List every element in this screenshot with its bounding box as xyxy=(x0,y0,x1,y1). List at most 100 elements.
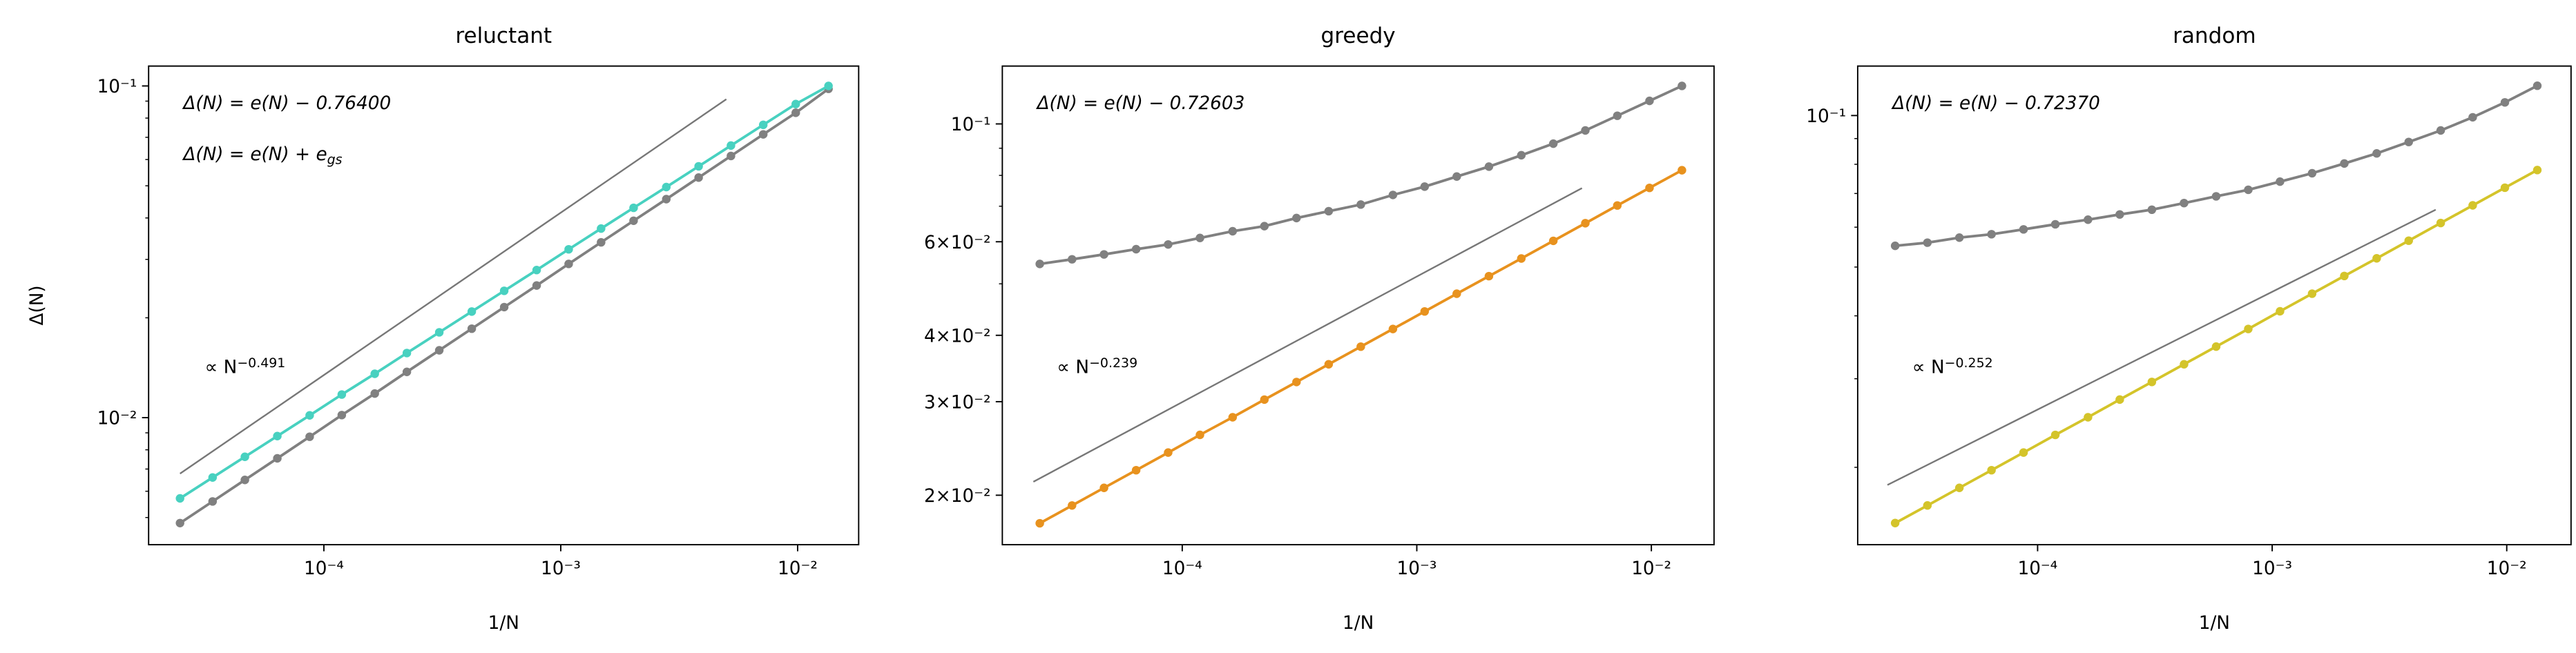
data-point xyxy=(1581,126,1590,135)
data-point xyxy=(1613,201,1622,210)
data-point xyxy=(1987,230,1996,239)
data-point xyxy=(1356,200,1365,209)
data-point xyxy=(2019,448,2028,457)
data-point xyxy=(1164,448,1173,457)
data-point xyxy=(758,120,768,130)
data-point xyxy=(791,108,800,117)
data-point xyxy=(564,244,573,254)
data-point xyxy=(1292,213,1301,223)
data-point xyxy=(2436,126,2445,135)
y-tick-label: 10⁻¹ xyxy=(1806,106,1846,127)
data-point xyxy=(208,473,218,482)
data-point xyxy=(694,173,703,182)
x-tick-label: 10⁻⁴ xyxy=(2017,558,2057,579)
data-point xyxy=(2115,210,2124,219)
data-point xyxy=(467,307,477,316)
data-point xyxy=(370,389,379,398)
data-point xyxy=(2468,201,2477,210)
data-point xyxy=(1923,501,1932,510)
data-point xyxy=(2532,81,2542,90)
data-point xyxy=(2019,225,2028,234)
data-point xyxy=(2244,185,2253,195)
data-point xyxy=(499,286,509,295)
data-point xyxy=(1645,183,1654,193)
data-point xyxy=(2340,159,2349,168)
data-point xyxy=(2404,137,2413,146)
data-point xyxy=(2276,177,2285,186)
data-point xyxy=(1613,111,1622,120)
data-point xyxy=(791,99,800,108)
y-tick-label: 10⁻¹ xyxy=(951,115,991,135)
data-point xyxy=(2147,378,2157,387)
data-point xyxy=(1954,233,1964,242)
data-point xyxy=(2211,192,2221,201)
data-point xyxy=(2468,113,2477,122)
data-point xyxy=(1987,465,1996,475)
data-point xyxy=(2307,168,2317,178)
data-point xyxy=(1923,238,1932,247)
data-point xyxy=(1068,501,1077,510)
data-point xyxy=(2050,430,2060,440)
data-point xyxy=(273,454,282,463)
data-point xyxy=(305,432,314,441)
data-point xyxy=(1356,342,1365,351)
x-tick-label: 10⁻³ xyxy=(1397,558,1437,579)
data-point xyxy=(2500,183,2510,193)
data-point xyxy=(434,328,444,337)
data-point xyxy=(1324,360,1334,369)
data-point xyxy=(1131,465,1141,475)
data-point xyxy=(2436,218,2445,228)
data-point xyxy=(337,390,347,399)
x-axis-label: 1/N xyxy=(2199,613,2230,634)
data-point xyxy=(337,411,347,420)
data-point xyxy=(273,431,282,440)
data-point xyxy=(1164,240,1173,249)
data-point xyxy=(2211,342,2221,351)
data-point xyxy=(1517,150,1526,160)
data-point xyxy=(532,265,541,275)
data-point xyxy=(1517,254,1526,263)
data-point xyxy=(1099,483,1108,492)
panel-title: random xyxy=(2173,23,2256,48)
x-tick-label: 10⁻⁴ xyxy=(304,558,344,579)
data-point xyxy=(467,324,477,333)
panel: random 1/N 10⁻⁴ 10⁻³ 10⁻² 10⁻¹ ∝ N−0.252 Δ(N) =… xyxy=(1806,23,2572,634)
y-axis-label: Δ(N) xyxy=(27,285,48,325)
x-tick-label: 10⁻² xyxy=(2487,558,2527,579)
data-point xyxy=(597,237,606,247)
data-point xyxy=(2532,166,2542,175)
fit-label: ∝ N−0.239 xyxy=(1057,355,1137,378)
x-tick-label: 10⁻² xyxy=(778,558,818,579)
panel-title: greedy xyxy=(1321,23,1396,48)
data-point xyxy=(499,302,509,312)
data-point xyxy=(240,452,249,461)
data-point xyxy=(727,141,736,150)
data-point xyxy=(402,349,412,358)
data-point xyxy=(662,182,671,192)
data-point xyxy=(402,367,412,376)
data-point xyxy=(1890,241,1900,251)
data-point xyxy=(1260,395,1269,405)
fit-line xyxy=(1032,187,1583,483)
panel-title: reluctant xyxy=(455,23,552,48)
data-point xyxy=(175,518,184,528)
panel: greedy 1/N 10⁻⁴ 10⁻³ 10⁻² 2×10⁻² 3×10⁻² 4×10⁻² 6… xyxy=(924,23,1715,634)
x-tick-label: 10⁻² xyxy=(1631,558,1671,579)
data-point xyxy=(1645,96,1654,106)
data-point xyxy=(2340,271,2349,281)
data-point xyxy=(1890,518,1900,527)
data-point xyxy=(2372,148,2381,158)
data-point xyxy=(597,224,606,233)
data-point xyxy=(2147,205,2157,215)
x-tick-label: 10⁻³ xyxy=(2252,558,2292,579)
legend-entry: Δ(N) = e(N) − 0.76400 xyxy=(182,93,391,114)
data-point xyxy=(1484,162,1494,171)
x-tick-label: 10⁻³ xyxy=(541,558,581,579)
data-point xyxy=(175,494,184,503)
data-point xyxy=(1099,250,1108,259)
data-point xyxy=(2307,289,2317,298)
data-point xyxy=(1292,378,1301,387)
data-point xyxy=(1678,81,1686,90)
data-point xyxy=(1228,226,1238,236)
